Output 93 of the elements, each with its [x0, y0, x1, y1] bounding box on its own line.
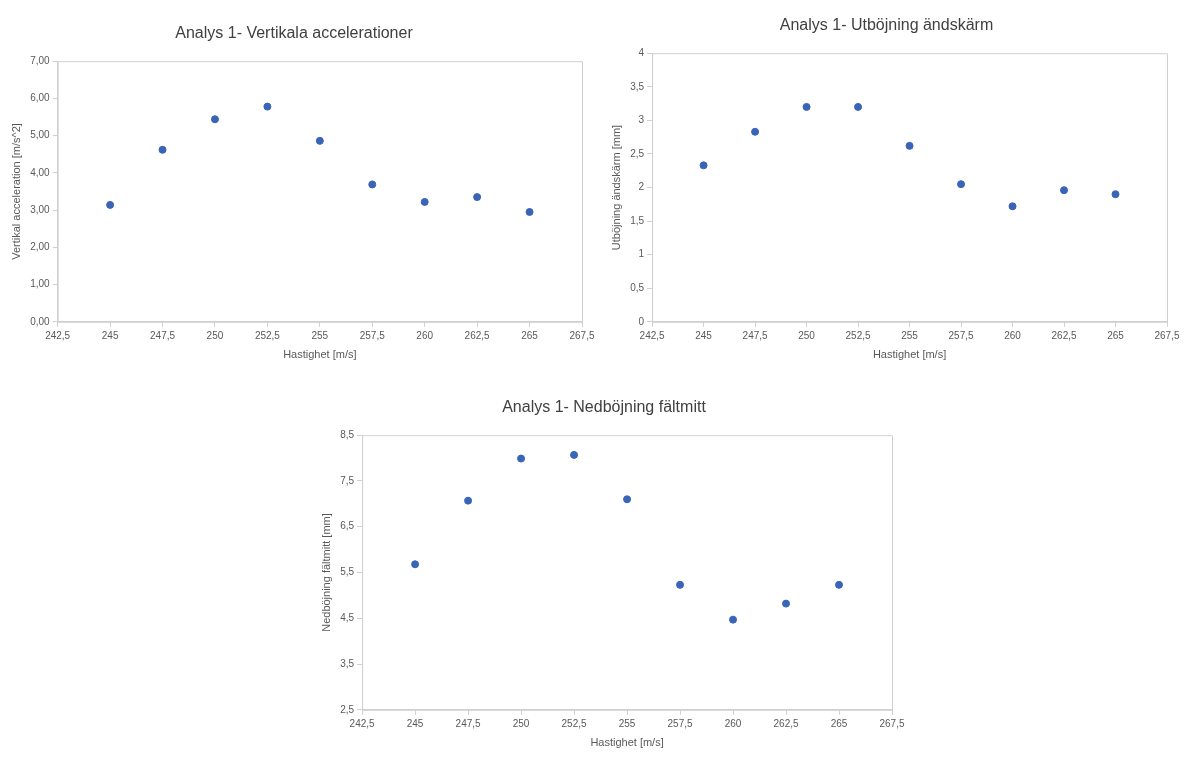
x-tick-label: 267,5 — [1154, 329, 1180, 341]
y-tick-label: 0,00 — [30, 315, 51, 327]
y-tick-label: 2,5 — [630, 147, 645, 159]
point — [782, 599, 791, 608]
y-tick-label: 6,00 — [30, 92, 51, 104]
point — [729, 615, 738, 624]
x-tick-label: 267,5 — [569, 329, 595, 341]
y-tick-label: 4 — [638, 46, 645, 58]
point — [1008, 202, 1017, 211]
y-tick-label: 3,00 — [30, 203, 51, 215]
point — [210, 115, 219, 124]
y-tick-label: 5,5 — [340, 566, 355, 578]
y-tick-label: 0 — [638, 315, 645, 327]
x-tick-label: 257,5 — [667, 717, 693, 729]
x-tick-label: 262,5 — [1051, 329, 1077, 341]
y-tick-label: 3,5 — [340, 657, 355, 669]
x-tick-label: 252,5 — [845, 329, 872, 341]
y-tick-label: 2,00 — [30, 241, 51, 253]
x-tick-label: 265 — [1107, 329, 1125, 341]
y-tick-label: 0,5 — [630, 281, 645, 293]
point — [464, 496, 473, 505]
x-tick-label: 260 — [1004, 329, 1022, 341]
point — [905, 141, 914, 150]
x-tick-label: 257,5 — [359, 329, 386, 341]
y-axis-title: Vertikal acceleration [m/s^2] — [9, 123, 22, 260]
y-axis-title: Nedböjning fältmitt [mm] — [319, 513, 332, 632]
x-axis-title: Hastighet [m/s] — [590, 736, 664, 749]
y-tick-label: 2 — [638, 181, 645, 193]
x-tick-label: 247,5 — [742, 329, 769, 341]
point — [699, 161, 708, 170]
x-tick-label: 250 — [512, 717, 530, 729]
point — [1111, 190, 1120, 199]
x-tick-label: 252,5 — [561, 717, 588, 729]
point — [263, 102, 272, 111]
x-tick-label: 267,5 — [879, 717, 905, 729]
y-tick-label: 1 — [638, 248, 645, 260]
chart-title: Analys 1- Vertikala accelerationer — [175, 24, 414, 42]
x-tick-label: 262,5 — [773, 717, 799, 729]
point — [570, 450, 579, 459]
y-tick-label: 4,00 — [30, 166, 51, 178]
y-tick-label: 5,00 — [30, 129, 51, 141]
y-tick-label: 8,5 — [340, 428, 355, 440]
x-tick-label: 245 — [406, 717, 424, 729]
point — [411, 560, 420, 569]
point — [420, 197, 429, 206]
y-tick-label: 3,5 — [630, 80, 645, 92]
x-axis-title: Hastighet [m/s] — [872, 348, 947, 361]
y-tick-label: 2,5 — [340, 703, 355, 715]
x-tick-label: 245 — [695, 329, 713, 341]
chart-title: Analys 1- Utböjning ändskärm — [779, 16, 994, 34]
point — [517, 454, 526, 463]
point — [473, 193, 482, 202]
x-tick-label: 250 — [798, 329, 816, 341]
point — [854, 102, 863, 111]
point — [315, 136, 324, 145]
point — [106, 200, 115, 209]
y-axis-title: Utböjning ändskärm [mm] — [609, 124, 622, 251]
x-tick-label: 260 — [416, 329, 434, 341]
x-tick-label: 265 — [830, 717, 848, 729]
x-tick-label: 257,5 — [948, 329, 974, 341]
x-tick-label: 245 — [101, 329, 119, 341]
point — [802, 102, 811, 111]
x-tick-label: 255 — [311, 329, 329, 341]
point — [368, 180, 377, 189]
y-tick-label: 6,5 — [340, 520, 355, 532]
x-tick-label: 247,5 — [455, 717, 482, 729]
point — [676, 580, 685, 589]
x-tick-label: 252,5 — [254, 329, 281, 341]
point — [525, 207, 534, 216]
x-tick-label: 242,5 — [349, 717, 376, 729]
point — [835, 580, 844, 589]
x-tick-label: 255 — [901, 329, 919, 341]
y-tick-label: 3 — [638, 114, 645, 126]
x-tick-label: 262,5 — [464, 329, 491, 341]
y-tick-label: 1,00 — [30, 278, 51, 290]
point — [623, 495, 632, 504]
y-tick-label: 7,00 — [30, 54, 51, 66]
x-axis-title: Hastighet [m/s] — [283, 348, 357, 361]
point — [751, 127, 760, 136]
x-tick-label: 260 — [724, 717, 742, 729]
x-tick-label: 255 — [618, 717, 636, 729]
x-tick-label: 247,5 — [150, 329, 176, 341]
x-tick-label: 242,5 — [639, 329, 666, 341]
x-tick-label: 265 — [521, 329, 539, 341]
y-tick-label: 7,5 — [340, 474, 355, 486]
point — [158, 145, 167, 154]
x-tick-label: 250 — [206, 329, 224, 341]
chart-title: Analys 1- Nedböjning fältmitt — [502, 398, 707, 416]
x-tick-label: 242,5 — [45, 329, 71, 341]
point — [957, 180, 966, 189]
y-tick-label: 1,5 — [630, 214, 645, 226]
point — [1060, 186, 1069, 195]
y-tick-label: 4,5 — [340, 612, 355, 624]
